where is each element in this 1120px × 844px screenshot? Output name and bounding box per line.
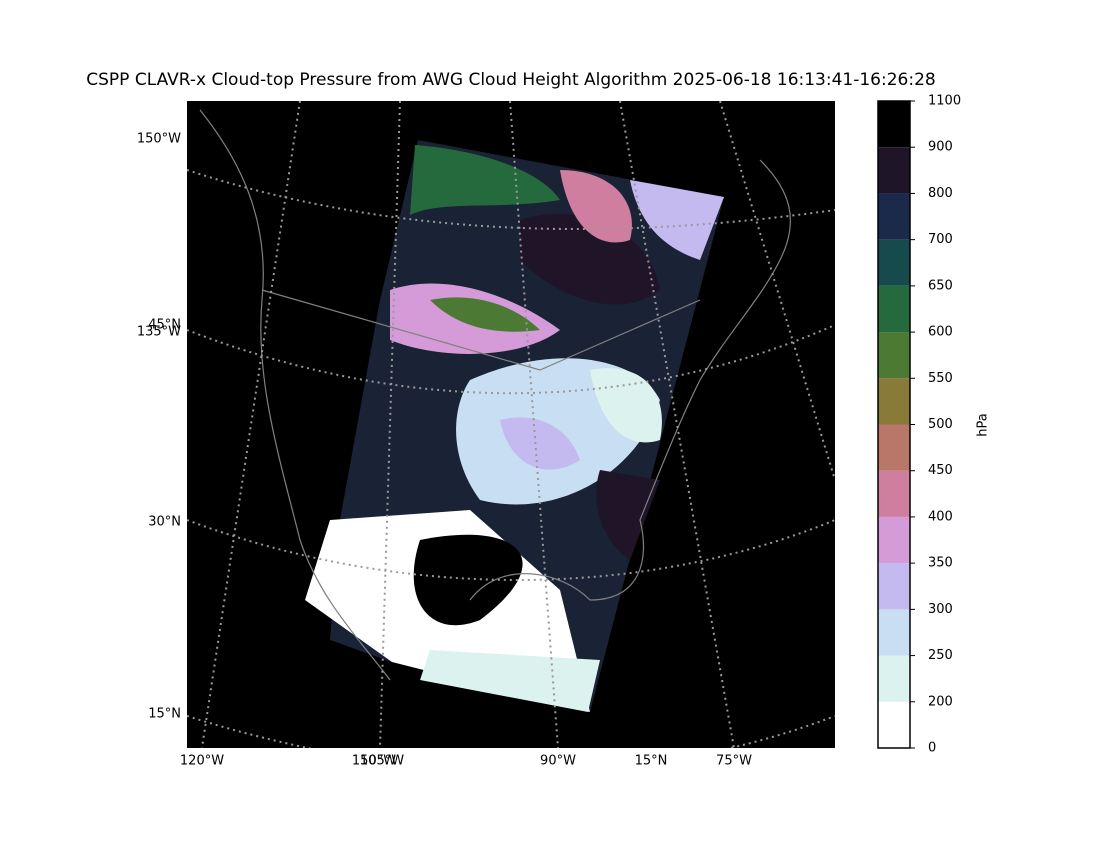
map xyxy=(187,101,835,748)
map-label: 15°N xyxy=(635,754,668,769)
graticule xyxy=(201,101,301,748)
colorbar-tick-label: 200 xyxy=(928,694,953,709)
colorbar-segment xyxy=(878,424,910,471)
colorbar-tick-label: 900 xyxy=(928,140,953,155)
clear-sky xyxy=(413,534,523,626)
graticule xyxy=(187,324,835,395)
colorbar-tick-label: 500 xyxy=(928,417,953,432)
colorbar-tick-label: 300 xyxy=(928,602,953,617)
colorbar-tick-label: 650 xyxy=(928,278,953,293)
map-label: 75°W xyxy=(716,754,752,769)
colorbar-tick-label: 1100 xyxy=(928,94,961,109)
map-label: 150°W xyxy=(352,754,396,769)
map-label: 120°W xyxy=(180,754,224,769)
map-label: 150°W xyxy=(137,132,181,147)
colorbar-segment xyxy=(878,563,910,610)
colorbar-tick-label: 600 xyxy=(928,325,953,340)
colorbar: 0 200 250 300 350 400 450 500 550 600 650 700 800 900… xyxy=(877,94,961,756)
colorbar-segment xyxy=(878,101,910,148)
colorbar-segment xyxy=(878,378,910,425)
high-cloud xyxy=(500,417,580,470)
coastline xyxy=(199,109,791,681)
colorbar-segment xyxy=(878,285,910,333)
high-cloud xyxy=(596,470,660,560)
low-cloud xyxy=(420,650,600,712)
colorbar-segment xyxy=(878,655,910,702)
colorbar-label: hPa xyxy=(976,413,991,436)
high-cloud xyxy=(560,170,632,243)
mid-cloud xyxy=(430,297,540,332)
colorbar-tick-label: 700 xyxy=(928,232,953,247)
colorbar-segment xyxy=(878,609,910,656)
colorbar-segment xyxy=(878,332,910,379)
colorbar-segment xyxy=(878,470,910,517)
high-cloud xyxy=(630,180,724,260)
graticule xyxy=(619,101,735,748)
colorbar-segment xyxy=(878,516,910,564)
colorbar-tick-label: 550 xyxy=(928,371,953,386)
colorbar-segment xyxy=(878,193,910,240)
mid-cloud xyxy=(410,145,560,215)
map-label: 15°N xyxy=(148,707,181,722)
colorbar-tick-label: 400 xyxy=(928,509,953,524)
map-label: 90°W xyxy=(540,754,576,769)
graticule xyxy=(187,519,835,581)
title: CSPP CLAVR-x Cloud-top Pressure from AWG… xyxy=(86,70,935,90)
map-label: 135°W xyxy=(137,325,181,340)
colorbar-tick-label: 250 xyxy=(928,648,953,663)
border xyxy=(261,289,701,371)
graticule xyxy=(509,101,559,748)
colorbar-tick-label: 0 xyxy=(928,741,936,756)
colorbar-segment xyxy=(878,239,910,286)
map-label: 30°N xyxy=(148,515,181,530)
graticule xyxy=(719,101,835,481)
colorbar-tick-label: 350 xyxy=(928,556,953,571)
map-label: 105°W xyxy=(360,754,404,769)
colorbar-tick-label: 450 xyxy=(928,463,953,478)
high-cloud xyxy=(590,368,662,443)
colorbar-segment xyxy=(878,701,910,748)
map-label: 45°N xyxy=(148,318,181,333)
colorbar-tick-label: 800 xyxy=(928,186,953,201)
colorbar-segment xyxy=(878,147,910,194)
